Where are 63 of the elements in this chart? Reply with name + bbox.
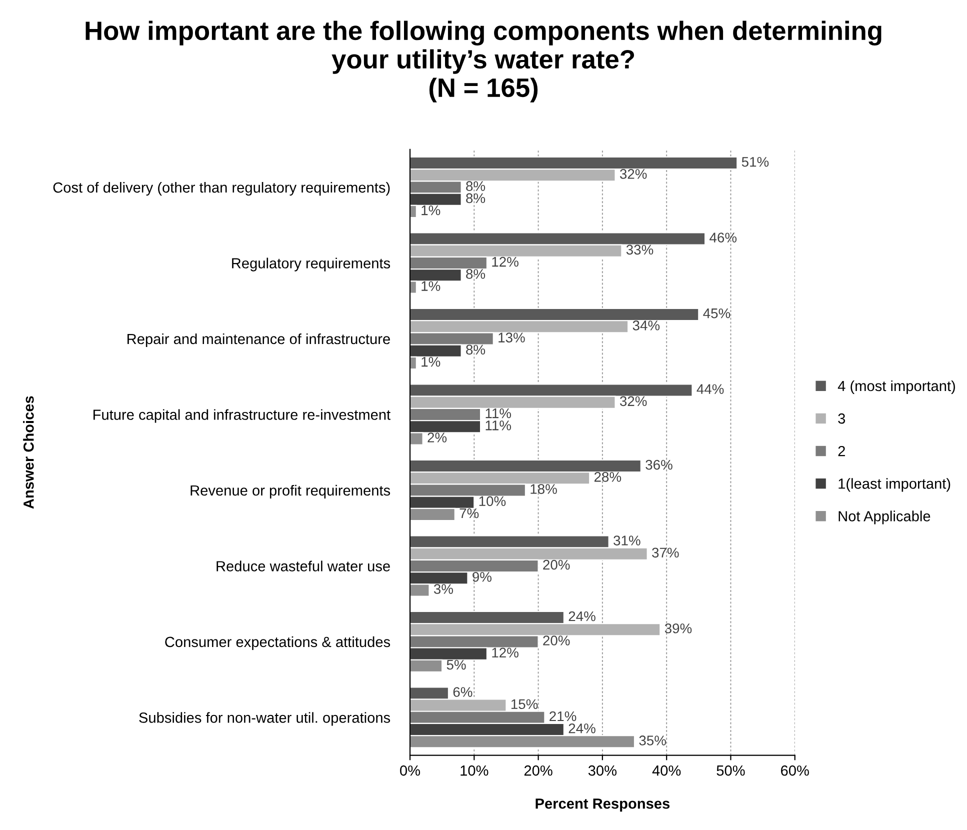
data-label: 33%	[626, 244, 654, 255]
y-tick-label: Consumer expectations & attitudes	[165, 636, 390, 650]
data-label: 46%	[710, 232, 737, 242]
x-tick-label: 30%	[588, 765, 617, 776]
y-axis-title: Answer Choices	[23, 396, 34, 509]
data-label: 20%	[543, 560, 570, 570]
data-label: 31%	[614, 536, 640, 546]
data-label: 12%	[492, 648, 518, 658]
data-label: 1%	[422, 281, 440, 291]
data-label: 32%	[620, 169, 647, 179]
data-label: 2%	[428, 432, 447, 442]
data-label: 44%	[696, 384, 724, 394]
data-label: 34%	[632, 320, 660, 330]
x-axis-title: Percent Responses	[536, 798, 670, 812]
data-label: 8%	[466, 193, 486, 204]
legend-label: 4 (most important)	[838, 380, 955, 394]
chart-title: How important are the following components when determining your utility’s water rate? (N = 165)	[86, 20, 882, 102]
data-label: 20%	[543, 636, 570, 646]
data-label: 8%	[466, 181, 486, 191]
data-label: 24%	[568, 611, 596, 622]
data-label: 7%	[460, 508, 479, 518]
data-label: 32%	[620, 396, 647, 406]
data-label: 5%	[446, 660, 466, 670]
legend-label: 2	[838, 446, 845, 456]
x-tick-label: 50%	[716, 765, 745, 776]
data-label: 6%	[453, 687, 472, 697]
data-label: 1%	[422, 205, 440, 216]
y-tick-label: Cost of delivery (other than regulatory requirements)	[53, 182, 390, 196]
y-tick-label: Revenue or profit requirements	[190, 484, 390, 499]
data-label: 15%	[511, 699, 538, 710]
data-label: 39%	[664, 623, 692, 634]
data-label: 10%	[479, 496, 506, 506]
data-label: 45%	[703, 308, 730, 318]
data-label: 37%	[652, 548, 679, 558]
data-label: 11%	[486, 408, 512, 418]
data-label: 36%	[646, 460, 672, 470]
y-tick-label: Repair and maintenance of infrastructure	[128, 333, 390, 348]
data-label: 11%	[486, 420, 512, 430]
y-tick-label: Regulatory requirements	[232, 258, 390, 272]
data-label: 8%	[466, 344, 486, 355]
data-label: 28%	[594, 472, 622, 482]
legend-label: Not Applicable	[838, 510, 930, 524]
y-tick-label: Subsidies for non-water util. operations	[139, 712, 390, 726]
data-label: 21%	[550, 711, 576, 722]
data-label: 3%	[434, 584, 453, 594]
data-label: 24%	[568, 723, 596, 734]
data-label: 1%	[422, 356, 440, 367]
y-tick-label: Reduce wasteful water use	[216, 560, 390, 572]
legend-label: 1(least important)	[838, 478, 950, 492]
data-label: 13%	[498, 332, 525, 342]
data-label: 9%	[472, 572, 492, 582]
y-tick-label: Future capital and infrastructure re-investment	[94, 409, 390, 423]
x-tick-label: 10%	[460, 765, 488, 776]
x-tick-label: 40%	[652, 765, 681, 776]
legend-label: 3	[838, 413, 846, 424]
x-tick-label: 20%	[524, 765, 552, 776]
data-label: 8%	[466, 269, 486, 279]
x-tick-label: 60%	[781, 765, 809, 776]
x-tick-label: 0%	[400, 765, 420, 776]
data-label: 18%	[530, 484, 557, 494]
data-label: 51%	[742, 156, 769, 167]
data-label: 12%	[492, 256, 518, 267]
data-label: 35%	[639, 736, 666, 746]
